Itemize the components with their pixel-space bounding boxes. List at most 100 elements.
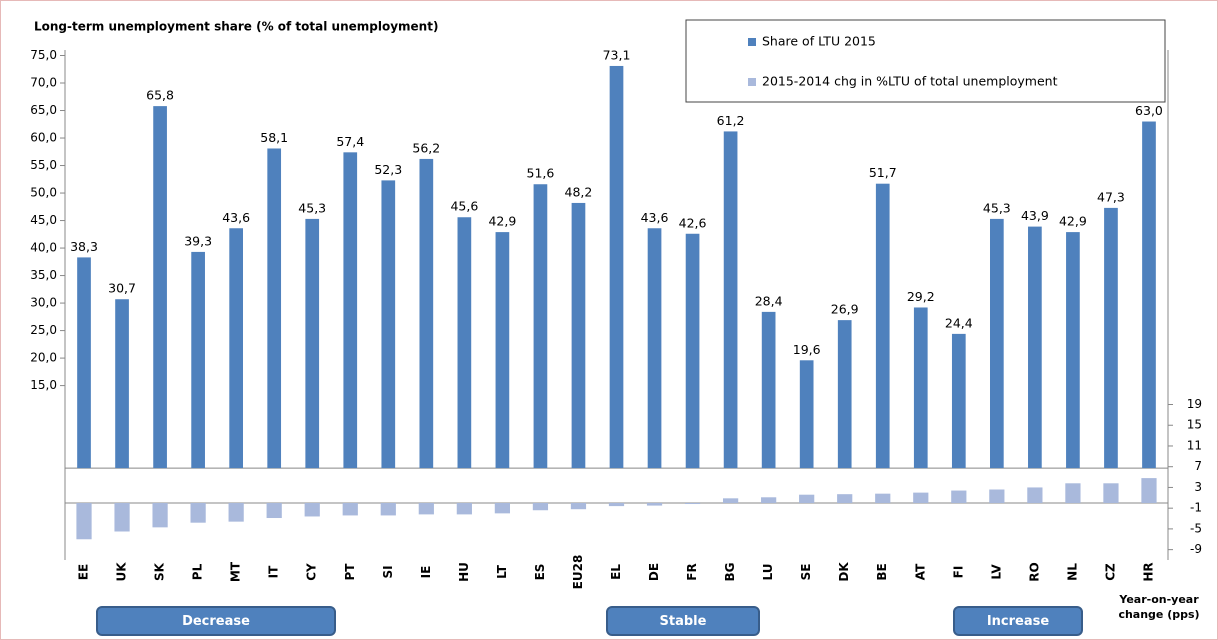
x-tick-label: LT bbox=[495, 564, 509, 579]
bar bbox=[533, 184, 548, 469]
bar bbox=[875, 183, 890, 469]
bar bbox=[532, 502, 549, 511]
data-label: 43,6 bbox=[641, 210, 669, 225]
x-tick-label: AT bbox=[913, 563, 927, 580]
data-label: 61,2 bbox=[717, 113, 745, 128]
bar bbox=[837, 320, 852, 469]
x-tick-label: CZ bbox=[1103, 563, 1117, 581]
x-tick-label: RO bbox=[1027, 562, 1041, 581]
y-tick-label: 75,0 bbox=[30, 48, 57, 62]
annotation: Decrease bbox=[96, 606, 336, 636]
bar bbox=[913, 492, 929, 503]
bar bbox=[381, 180, 396, 469]
data-label: 42,6 bbox=[679, 215, 707, 230]
y2-tick-label: -9 bbox=[1190, 542, 1202, 556]
x-tick-label: EL bbox=[609, 564, 623, 580]
bar bbox=[418, 502, 434, 515]
y-tick-label: 25,0 bbox=[30, 323, 57, 337]
x-tick-label: MT bbox=[229, 561, 243, 582]
bar bbox=[837, 494, 853, 503]
legend-label: Share of LTU 2015 bbox=[762, 34, 876, 49]
data-label: 29,2 bbox=[907, 289, 935, 304]
bar bbox=[571, 202, 586, 469]
bar bbox=[190, 502, 206, 523]
y2-axis-label: Year-on-year change (pps) bbox=[1118, 593, 1200, 621]
bar bbox=[875, 493, 891, 503]
legend bbox=[685, 19, 1166, 103]
bar bbox=[229, 228, 244, 469]
y-tick-label: 60,0 bbox=[30, 131, 57, 145]
x-tick-label: LV bbox=[989, 564, 1003, 580]
annotation: Increase bbox=[953, 606, 1083, 636]
bar bbox=[380, 502, 396, 516]
data-label: 45,3 bbox=[983, 200, 1011, 215]
data-label: 38,3 bbox=[70, 239, 98, 254]
data-label: 63,0 bbox=[1135, 103, 1163, 118]
x-tick-label: SI bbox=[381, 565, 395, 578]
bar bbox=[799, 360, 814, 469]
data-label: 19,6 bbox=[793, 342, 821, 357]
bar bbox=[951, 333, 966, 469]
bar bbox=[77, 257, 91, 469]
data-label: 48,2 bbox=[565, 184, 593, 199]
annotation: Stable bbox=[606, 606, 760, 636]
bar bbox=[456, 502, 472, 515]
y2-tick-label: 11 bbox=[1187, 438, 1202, 452]
data-label: 42,9 bbox=[488, 214, 516, 229]
legend-swatch bbox=[748, 78, 756, 86]
bar bbox=[1027, 487, 1043, 503]
x-tick-label: BG bbox=[723, 563, 737, 582]
data-label: 26,9 bbox=[831, 302, 859, 317]
data-label: 57,4 bbox=[336, 134, 364, 149]
y-tick-label: 35,0 bbox=[30, 268, 57, 282]
y-tick-label: 30,0 bbox=[30, 296, 57, 310]
bar bbox=[457, 217, 472, 469]
x-tick-label: FR bbox=[685, 563, 699, 580]
y2-tick-label: -1 bbox=[1190, 501, 1202, 515]
bar bbox=[495, 232, 510, 469]
data-label: 47,3 bbox=[1097, 189, 1125, 204]
y-tick-label: 45,0 bbox=[30, 213, 57, 227]
x-tick-label: SK bbox=[153, 562, 167, 581]
y2-tick-label: -5 bbox=[1190, 521, 1202, 535]
x-tick-label: HR bbox=[1141, 562, 1155, 581]
data-label: 73,1 bbox=[603, 47, 631, 62]
bar bbox=[1142, 121, 1156, 469]
x-tick-label: PL bbox=[191, 563, 205, 580]
bar bbox=[761, 311, 776, 469]
bar bbox=[1104, 207, 1118, 469]
bar bbox=[799, 494, 815, 503]
x-tick-label: LU bbox=[761, 564, 775, 581]
x-tick-label: NL bbox=[1065, 563, 1079, 581]
bar bbox=[191, 251, 205, 469]
chart-title: Long-term unemployment share (% of total… bbox=[34, 20, 438, 34]
data-label: 42,9 bbox=[1059, 214, 1087, 229]
bar bbox=[343, 152, 358, 469]
data-label: 43,6 bbox=[222, 210, 250, 225]
data-label: 58,1 bbox=[260, 130, 288, 145]
bar bbox=[228, 502, 244, 522]
data-label: 45,3 bbox=[298, 200, 326, 215]
data-label: 43,9 bbox=[1021, 208, 1049, 223]
bar bbox=[570, 502, 587, 510]
x-tick-label: EU28 bbox=[571, 555, 585, 590]
bar bbox=[305, 218, 320, 469]
data-label: 30,7 bbox=[108, 281, 136, 296]
data-label: 39,3 bbox=[184, 233, 212, 248]
bar bbox=[342, 502, 358, 516]
bar bbox=[989, 489, 1005, 503]
data-label: 28,4 bbox=[755, 293, 783, 308]
bar bbox=[267, 148, 282, 469]
y-tick-label: 50,0 bbox=[30, 186, 57, 200]
data-label: 24,4 bbox=[945, 315, 973, 330]
data-label: 51,7 bbox=[869, 165, 897, 180]
bar bbox=[419, 158, 434, 469]
y-tick-label: 70,0 bbox=[30, 76, 57, 90]
x-tick-label: PT bbox=[343, 563, 357, 581]
data-label: 51,6 bbox=[527, 166, 555, 181]
bar bbox=[647, 228, 662, 469]
y-tick-label: 20,0 bbox=[30, 351, 57, 365]
legend-label: 2015-2014 chg in %LTU of total unemploym… bbox=[762, 74, 1058, 89]
